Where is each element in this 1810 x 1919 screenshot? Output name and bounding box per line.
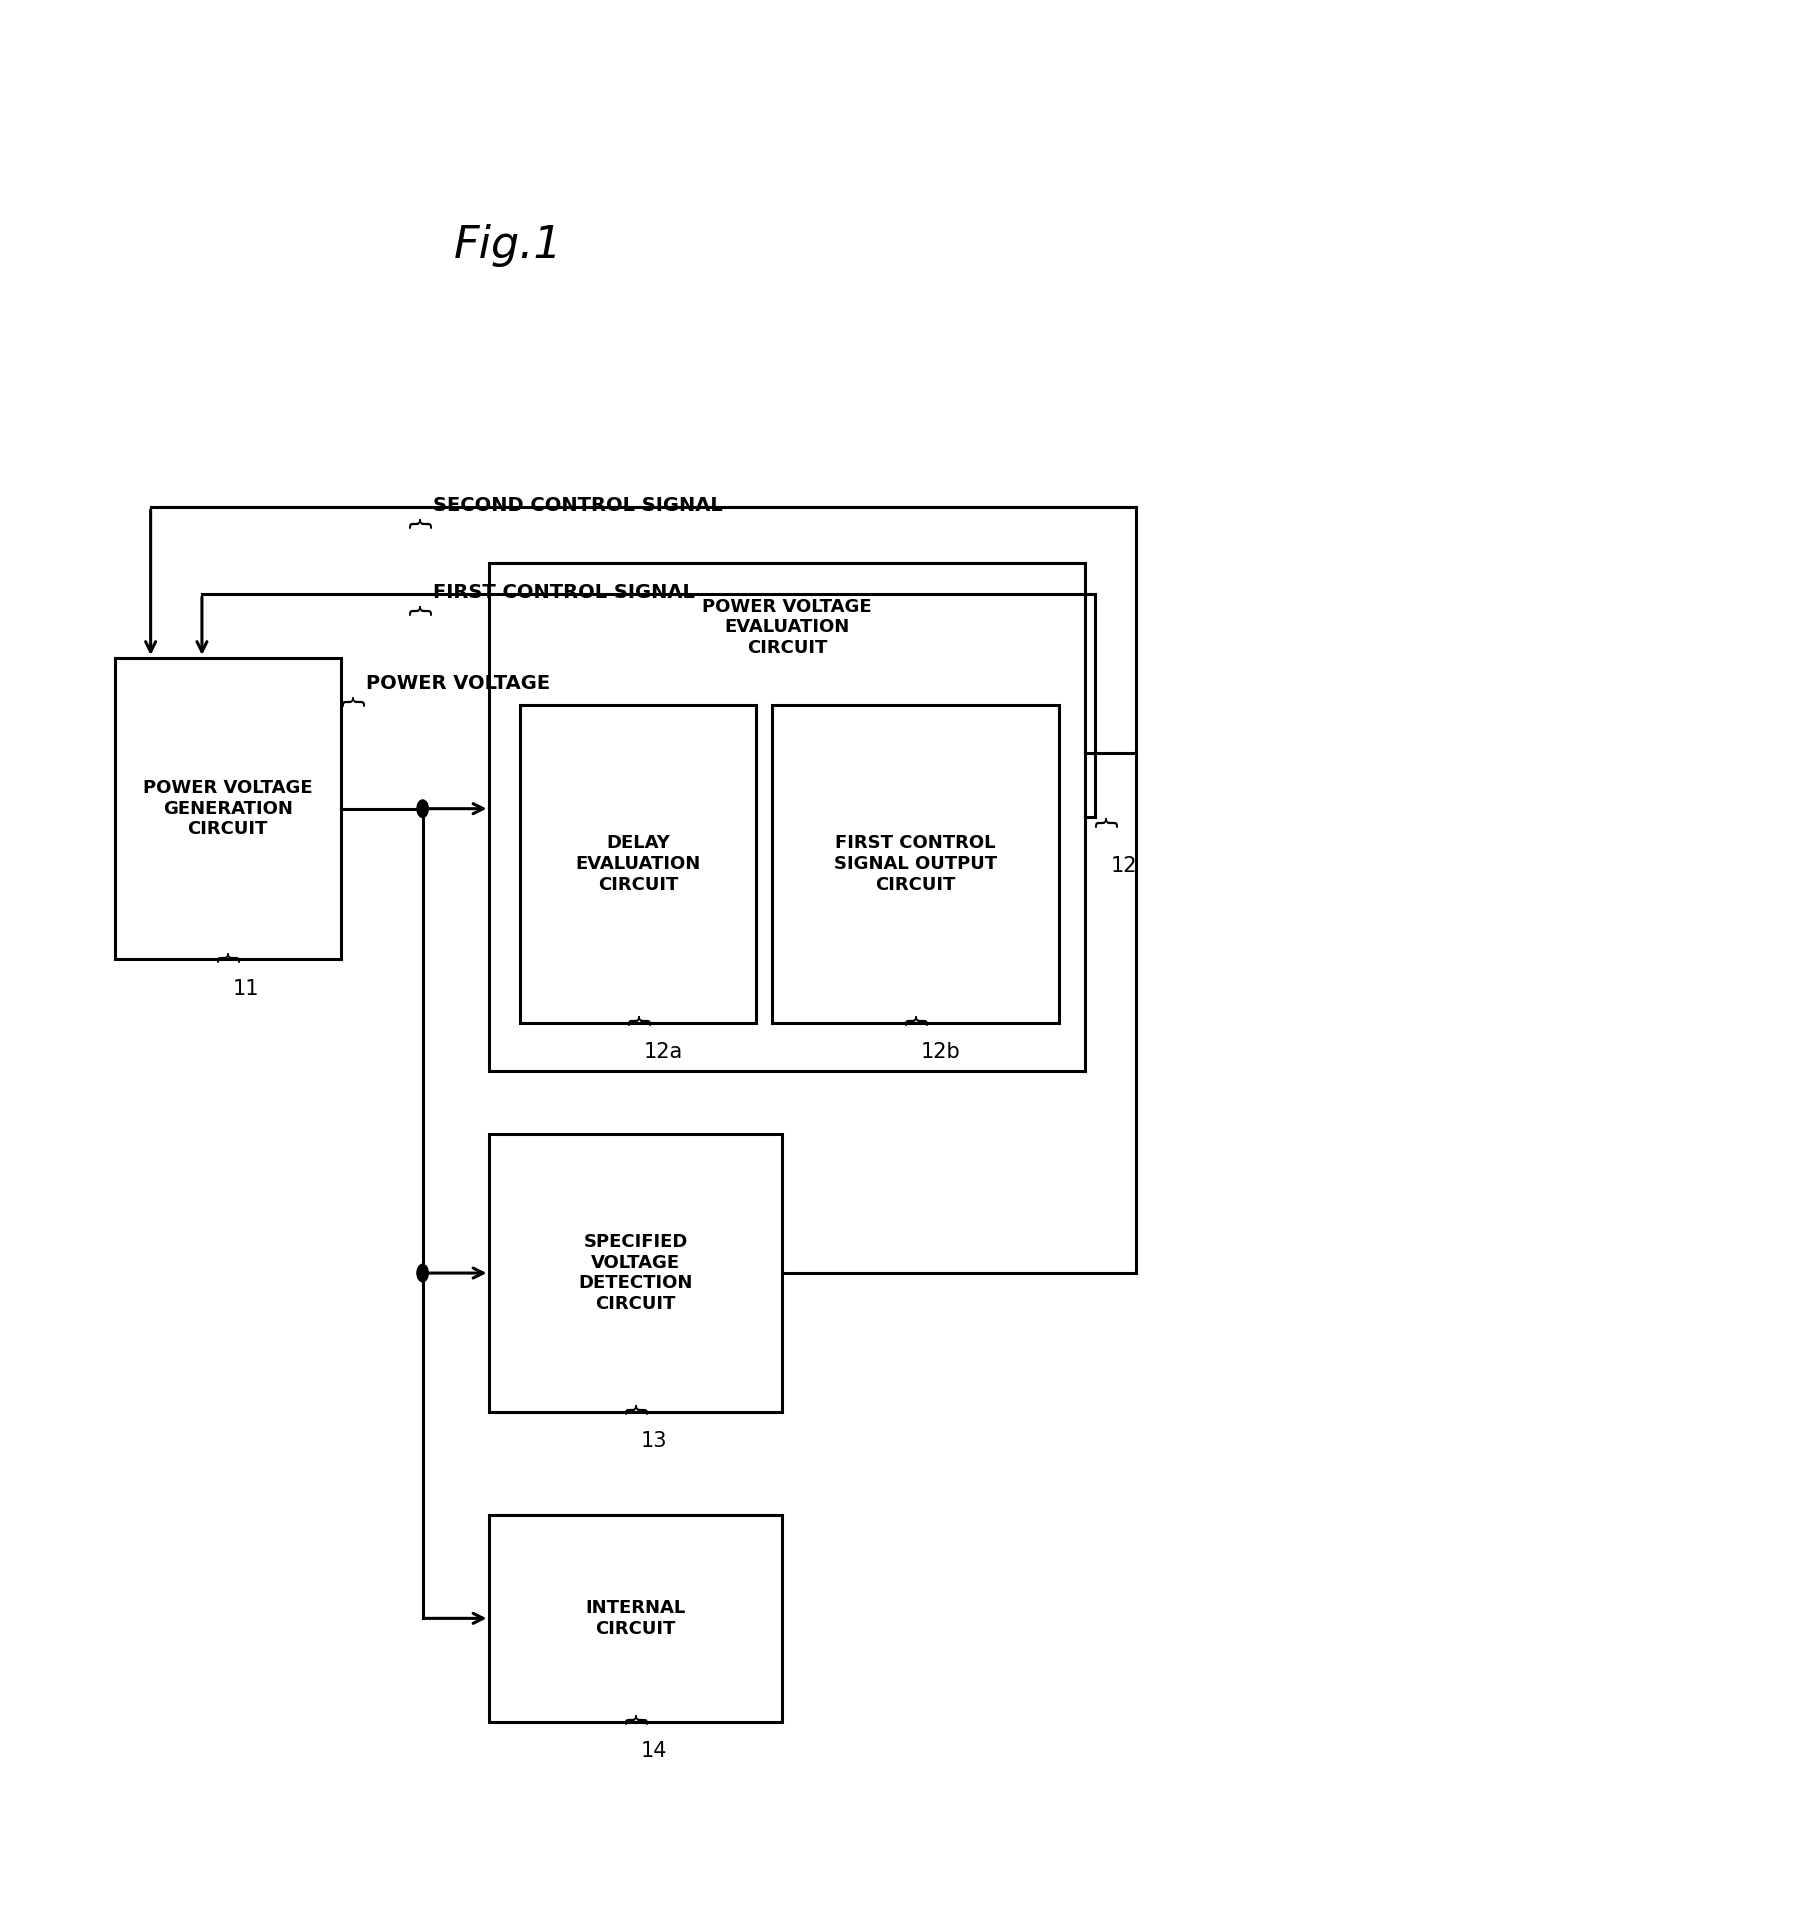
Text: SECOND CONTROL SIGNAL: SECOND CONTROL SIGNAL	[433, 495, 722, 514]
Circle shape	[416, 1265, 429, 1282]
Text: FIRST CONTROL
SIGNAL OUTPUT
CIRCUIT: FIRST CONTROL SIGNAL OUTPUT CIRCUIT	[834, 835, 997, 894]
Text: 14: 14	[641, 1741, 668, 1760]
Text: SPECIFIED
VOLTAGE
DETECTION
CIRCUIT: SPECIFIED VOLTAGE DETECTION CIRCUIT	[579, 1232, 693, 1313]
Text: INTERNAL
CIRCUIT: INTERNAL CIRCUIT	[585, 1599, 686, 1637]
Bar	[114, 658, 340, 960]
Text: FIRST CONTROL SIGNAL: FIRST CONTROL SIGNAL	[433, 583, 695, 603]
Bar	[489, 1134, 782, 1412]
Text: POWER VOLTAGE
GENERATION
CIRCUIT: POWER VOLTAGE GENERATION CIRCUIT	[143, 779, 313, 839]
Text: {: {	[404, 518, 429, 533]
Text: {: {	[337, 697, 362, 712]
Text: {: {	[404, 606, 429, 622]
Circle shape	[416, 800, 429, 817]
Bar	[489, 562, 1084, 1071]
Text: {: {	[621, 1405, 644, 1420]
Text: {: {	[212, 952, 237, 967]
Bar	[771, 706, 1059, 1023]
Text: 13: 13	[641, 1432, 668, 1451]
Text: POWER VOLTAGE: POWER VOLTAGE	[366, 674, 550, 693]
Text: {: {	[1090, 817, 1113, 833]
Text: 12a: 12a	[643, 1042, 682, 1061]
Bar	[519, 706, 757, 1023]
Text: 12: 12	[1110, 856, 1137, 877]
Text: {: {	[623, 1015, 646, 1031]
Text: POWER VOLTAGE
EVALUATION
CIRCUIT: POWER VOLTAGE EVALUATION CIRCUIT	[702, 597, 872, 656]
Text: {: {	[900, 1015, 923, 1031]
Text: {: {	[621, 1714, 644, 1729]
Text: Fig.1: Fig.1	[454, 225, 563, 267]
Text: 11: 11	[233, 979, 259, 998]
Text: 12b: 12b	[921, 1042, 959, 1061]
Bar	[489, 1516, 782, 1721]
Text: DELAY
EVALUATION
CIRCUIT: DELAY EVALUATION CIRCUIT	[576, 835, 700, 894]
